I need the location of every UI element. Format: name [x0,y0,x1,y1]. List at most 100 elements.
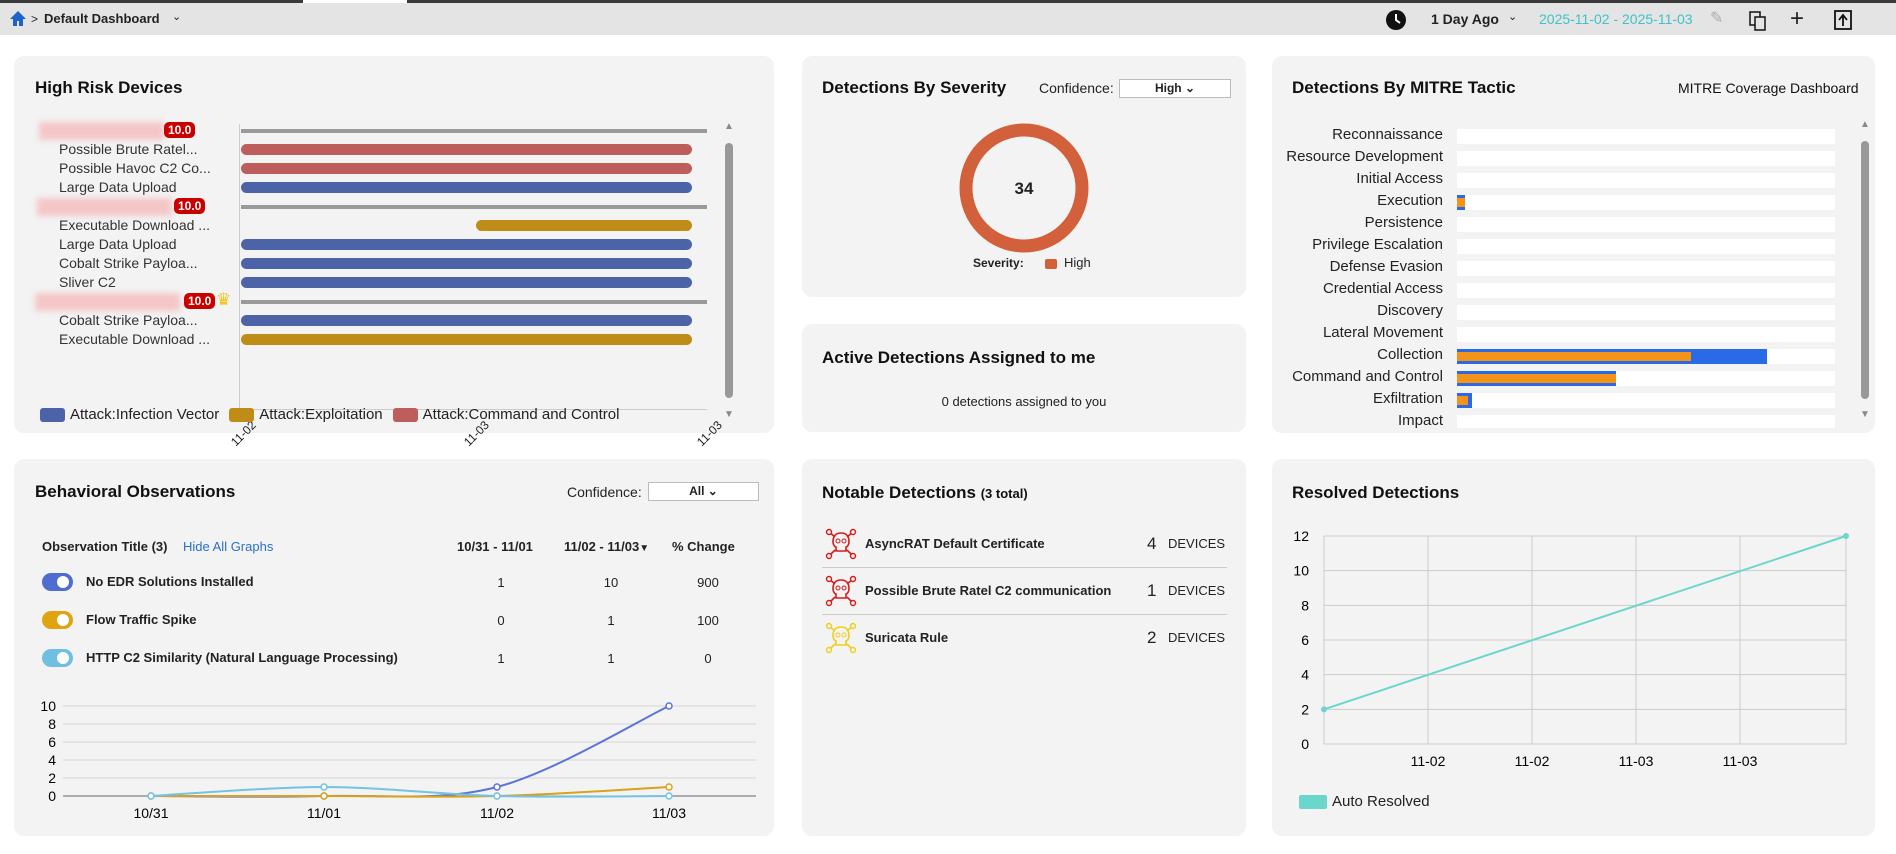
notable-detection-row[interactable]: Suricata Rule 2 DEVICES [822,615,1227,662]
tactic-bar-track[interactable] [1457,195,1835,210]
home-icon[interactable] [9,10,27,27]
detection-bar[interactable] [241,239,692,250]
detection-bar[interactable] [241,144,692,155]
date-range[interactable]: 2025-11-02 - 2025-11-03 [1539,11,1693,27]
tactic-bar-track[interactable] [1457,151,1835,166]
detection-label[interactable]: Possible Havoc C2 Co... [59,160,211,176]
device-count: 2 [1147,628,1157,647]
observation-title[interactable]: HTTP C2 Similarity (Natural Language Pro… [86,650,398,665]
y-tick-label: 10 [40,698,56,714]
legend-item[interactable]: Attack:Exploitation [229,406,383,423]
series-point [320,792,328,800]
panel-title: Detections By MITRE Tactic [1292,78,1516,97]
detection-label[interactable]: Sliver C2 [59,274,116,290]
dashboard-title[interactable]: Default Dashboard [44,11,160,26]
graph-toggle[interactable] [42,611,73,629]
behavioral-line-chart: 0 2 4 6 8 10 10/31 11/01 11/02 11/03 [40,698,756,821]
scrollbar[interactable]: ▲ ▼ [724,121,734,420]
device-count: 1 [1147,581,1157,600]
series-point [493,783,501,791]
device-name-redacted[interactable] [35,293,180,311]
x-tick-label: 11-02 [1515,753,1550,769]
chevron-down-icon[interactable]: ⌄ [172,11,182,23]
legend-label: Attack:Exploitation [259,406,383,423]
tactic-bar-track[interactable] [1457,173,1835,188]
confidence-select[interactable]: High ⌄ [1119,79,1231,98]
chart-legend: Attack:Infection Vector Attack:Exploitati… [40,406,619,423]
export-icon[interactable] [1834,10,1852,30]
column-header-change[interactable]: % Change [672,539,735,554]
detection-label[interactable]: Executable Download ... [59,331,210,347]
scrollbar[interactable]: ▲ ▼ [1860,119,1870,420]
risk-score-badge: 10.0 [174,198,206,214]
tactic-bar-track[interactable] [1457,371,1835,386]
tactic-bar-track[interactable] [1457,415,1835,428]
tactic-bar-orange[interactable] [1457,198,1465,207]
detection-label[interactable]: Large Data Upload [59,179,177,195]
tactic-bar-track[interactable] [1457,349,1835,364]
y-tick-label: 2 [48,770,56,786]
detection-bar[interactable] [241,182,692,193]
tactic-bar-orange[interactable] [1457,396,1469,405]
y-tick-label: 8 [48,716,56,732]
detection-label[interactable]: Cobalt Strike Payloa... [59,255,198,271]
pencil-icon[interactable]: ✎ [1710,10,1724,27]
tactic-bar-track[interactable] [1457,261,1835,276]
observation-value: 900 [697,575,719,590]
detection-name[interactable]: AsyncRAT Default Certificate [865,536,1045,551]
detection-label[interactable]: Cobalt Strike Payloa... [59,312,198,328]
gantt-chart: 10.0 Possible Brute Ratel... Possible Havo… [14,56,774,449]
tactic-bar-track[interactable] [1457,327,1835,342]
detection-bar[interactable] [475,220,692,231]
device-name-redacted[interactable] [37,198,172,216]
device-name-redacted[interactable] [39,122,164,140]
tactic-bar-track[interactable] [1457,283,1835,298]
series-point [665,783,673,791]
detection-name[interactable]: Suricata Rule [865,630,949,645]
plus-icon[interactable]: + [1790,5,1805,32]
graph-toggle[interactable] [42,573,73,591]
column-header-period1[interactable]: 10/31 - 11/01 [457,539,533,554]
mitre-coverage-link[interactable]: MITRE Coverage Dashboard [1678,80,1859,96]
column-header-period2[interactable]: 11/02 - 11/03▼ [564,539,650,554]
tactic-bar-orange[interactable] [1457,374,1616,383]
detection-bar[interactable] [241,315,692,326]
notable-detection-row[interactable]: AsyncRAT Default Certificate 4 DEVICES [822,521,1227,568]
y-tick-label: 10 [1293,563,1309,579]
tactic-bar-track[interactable] [1457,129,1835,144]
axis-tick-label: 11-03 [693,418,725,449]
chevron-down-icon[interactable]: ⌄ [1508,11,1518,23]
tactic-bar-track[interactable] [1457,393,1835,408]
observation-value: 1 [497,575,505,590]
active-detections-panel: Active Detections Assigned to me 0 detec… [802,324,1246,432]
detection-label[interactable]: Possible Brute Ratel... [59,141,198,157]
tactic-bar-track[interactable] [1457,305,1835,320]
observation-title[interactable]: Flow Traffic Spike [86,612,197,627]
detection-bar[interactable] [241,277,692,288]
time-range-select[interactable]: 1 Day Ago [1431,11,1499,27]
top-border [0,0,1896,3]
tactic-bar-orange[interactable] [1457,352,1692,361]
legend-item[interactable]: Attack:Infection Vector [40,406,219,423]
severity-donut [959,123,1089,253]
donut-total: 34 [1014,179,1034,198]
detection-label[interactable]: Executable Download ... [59,217,210,233]
tactic-label: Privilege Escalation [1312,236,1443,253]
copy-icon[interactable] [1749,11,1767,31]
series-line [1323,535,1847,711]
series-line [150,785,670,798]
detection-bar[interactable] [241,258,692,269]
detection-label[interactable]: Large Data Upload [59,236,177,252]
tactic-bar-track[interactable] [1457,239,1835,254]
detection-bar[interactable] [241,334,692,345]
legend-item[interactable]: Attack:Command and Control [392,406,619,423]
tactic-bar-track[interactable] [1457,217,1835,232]
detection-bar[interactable] [241,163,692,174]
observation-title[interactable]: No EDR Solutions Installed [86,574,254,589]
detection-name[interactable]: Possible Brute Ratel C2 communication [865,583,1112,598]
confidence-select[interactable]: All ⌄ [648,482,759,501]
y-tick-label: 0 [1301,736,1309,752]
hide-all-graphs-link[interactable]: Hide All Graphs [183,539,274,554]
notable-detection-row[interactable]: Possible Brute Ratel C2 communication 1 DE… [822,568,1227,615]
graph-toggle[interactable] [42,649,73,667]
